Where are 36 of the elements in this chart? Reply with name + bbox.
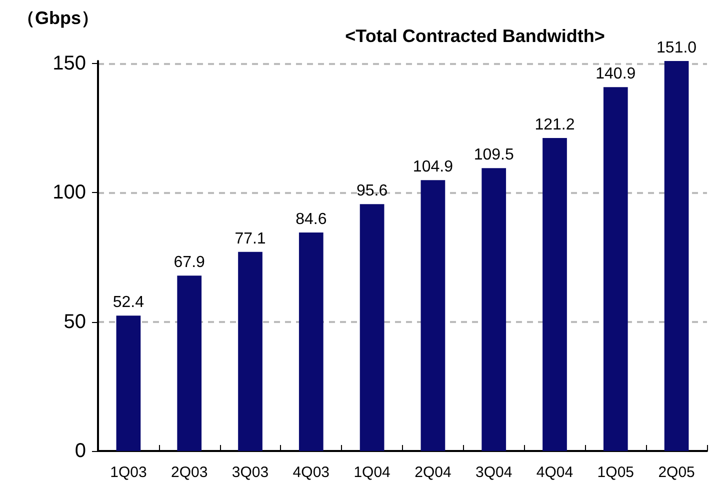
y-axis-title: （Gbps）	[17, 8, 100, 28]
bar	[542, 138, 567, 451]
y-tick-label: 150	[52, 52, 86, 75]
bar	[420, 180, 446, 451]
data-label: 151.0	[656, 40, 697, 56]
x-tick-label: 3Q04	[476, 464, 512, 481]
data-label: 104.9	[412, 158, 454, 176]
bar	[177, 276, 202, 451]
data-label: 52.4	[112, 294, 144, 312]
bar	[664, 61, 689, 451]
x-tick-label: 4Q04	[536, 464, 574, 481]
y-tick-label: 50	[64, 310, 86, 333]
data-label: 84.6	[296, 210, 327, 228]
data-label: 109.5	[474, 146, 514, 164]
x-tick-label: 3Q03	[232, 464, 269, 481]
x-tick-label: 1Q03	[110, 464, 147, 481]
bar	[603, 87, 628, 451]
data-label: 121.2	[534, 116, 575, 134]
x-tick-label: 1Q05	[597, 464, 634, 481]
bar	[482, 168, 506, 451]
data-label: 77.1	[234, 230, 266, 248]
x-tick-label: 2Q05	[658, 464, 695, 481]
x-tick-label: 1Q04	[354, 464, 390, 481]
x-tick-label: 4Q03	[292, 464, 330, 481]
bar	[298, 232, 324, 451]
y-tick-label: 100	[52, 182, 86, 204]
chart-title: <Total Contracted Bandwidth>	[345, 26, 605, 46]
bar	[238, 252, 262, 451]
data-label: 67.9	[174, 254, 206, 272]
data-label: 140.9	[596, 66, 636, 83]
y-tick-label: 0	[74, 440, 86, 462]
data-label: 95.6	[356, 182, 388, 200]
x-tick-label: 2Q03	[171, 464, 208, 481]
x-tick-label: 2Q04	[414, 464, 452, 481]
bar	[116, 316, 141, 451]
bar	[360, 204, 384, 451]
